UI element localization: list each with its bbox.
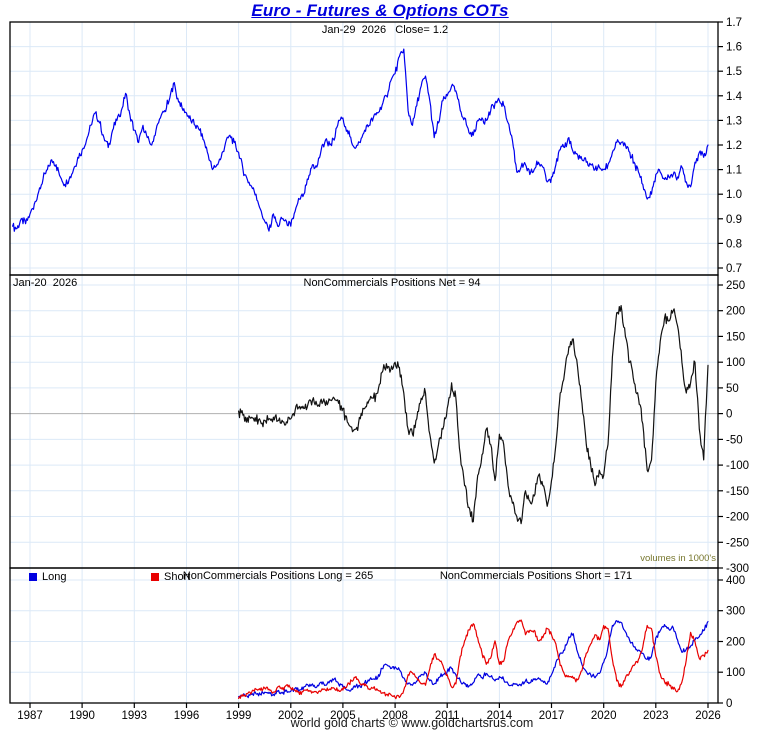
svg-text:1.7: 1.7 [726,17,742,29]
svg-text:0.9: 0.9 [726,214,742,226]
svg-text:200: 200 [726,306,745,318]
svg-text:1996: 1996 [174,710,200,722]
svg-text:-300: -300 [726,563,749,575]
svg-text:1987: 1987 [17,710,43,722]
legend-item-short: Short [151,571,190,583]
svg-text:2008: 2008 [382,710,408,722]
svg-text:2017: 2017 [539,710,565,722]
svg-text:2020: 2020 [591,710,617,722]
long-swatch-icon [29,573,37,581]
svg-text:100: 100 [726,667,745,679]
svg-text:1.1: 1.1 [726,165,742,177]
legend-long-label: Long [42,571,67,583]
svg-text:0.8: 0.8 [726,238,742,250]
net-panel-title: NonCommercials Positions Net = 94 [303,277,481,289]
page-title: Euro - Futures & Options COTs [251,1,509,20]
svg-text:-200: -200 [726,512,749,524]
svg-text:2002: 2002 [278,710,304,722]
price-date-close-label: Jan-29 2026 Close= 1.2 [321,24,449,36]
svg-text:1.5: 1.5 [726,66,742,78]
svg-text:50: 50 [726,383,739,395]
svg-text:100: 100 [726,357,745,369]
volumes-unit-note: volumes in 1000's [640,553,716,564]
svg-text:2005: 2005 [330,710,356,722]
svg-text:1.6: 1.6 [726,42,742,54]
svg-text:250: 250 [726,280,745,292]
svg-text:400: 400 [726,575,745,587]
svg-text:0: 0 [726,698,732,710]
svg-text:1993: 1993 [122,710,148,722]
svg-text:1999: 1999 [226,710,252,722]
svg-text:2011: 2011 [435,710,460,722]
svg-text:1.4: 1.4 [726,91,743,103]
svg-text:1.2: 1.2 [726,140,742,152]
svg-text:1.0: 1.0 [726,189,742,201]
legend-short-label: Short [164,571,191,583]
short-panel-title: NonCommercials Positions Short = 171 [439,570,633,582]
svg-text:-100: -100 [726,460,749,472]
svg-text:-50: -50 [726,434,743,446]
svg-text:150: 150 [726,331,745,343]
svg-text:2014: 2014 [487,710,513,722]
footer-credit: world gold charts © www.goldchartsrus.co… [290,716,534,730]
svg-text:1.3: 1.3 [726,115,742,127]
long-panel-title: NonCommercials Positions Long = 265 [182,570,374,582]
svg-text:2026: 2026 [695,710,721,722]
svg-text:-250: -250 [726,537,749,549]
svg-text:0: 0 [726,409,732,421]
legend-item-long: Long [29,571,66,583]
svg-text:0.7: 0.7 [726,263,742,275]
net-date-label: Jan-20 2026 [13,277,78,289]
svg-text:-150: -150 [726,486,749,498]
svg-text:1990: 1990 [69,710,95,722]
svg-text:200: 200 [726,637,745,649]
svg-text:300: 300 [726,606,745,618]
short-swatch-icon [151,573,159,581]
svg-text:2023: 2023 [643,710,669,722]
